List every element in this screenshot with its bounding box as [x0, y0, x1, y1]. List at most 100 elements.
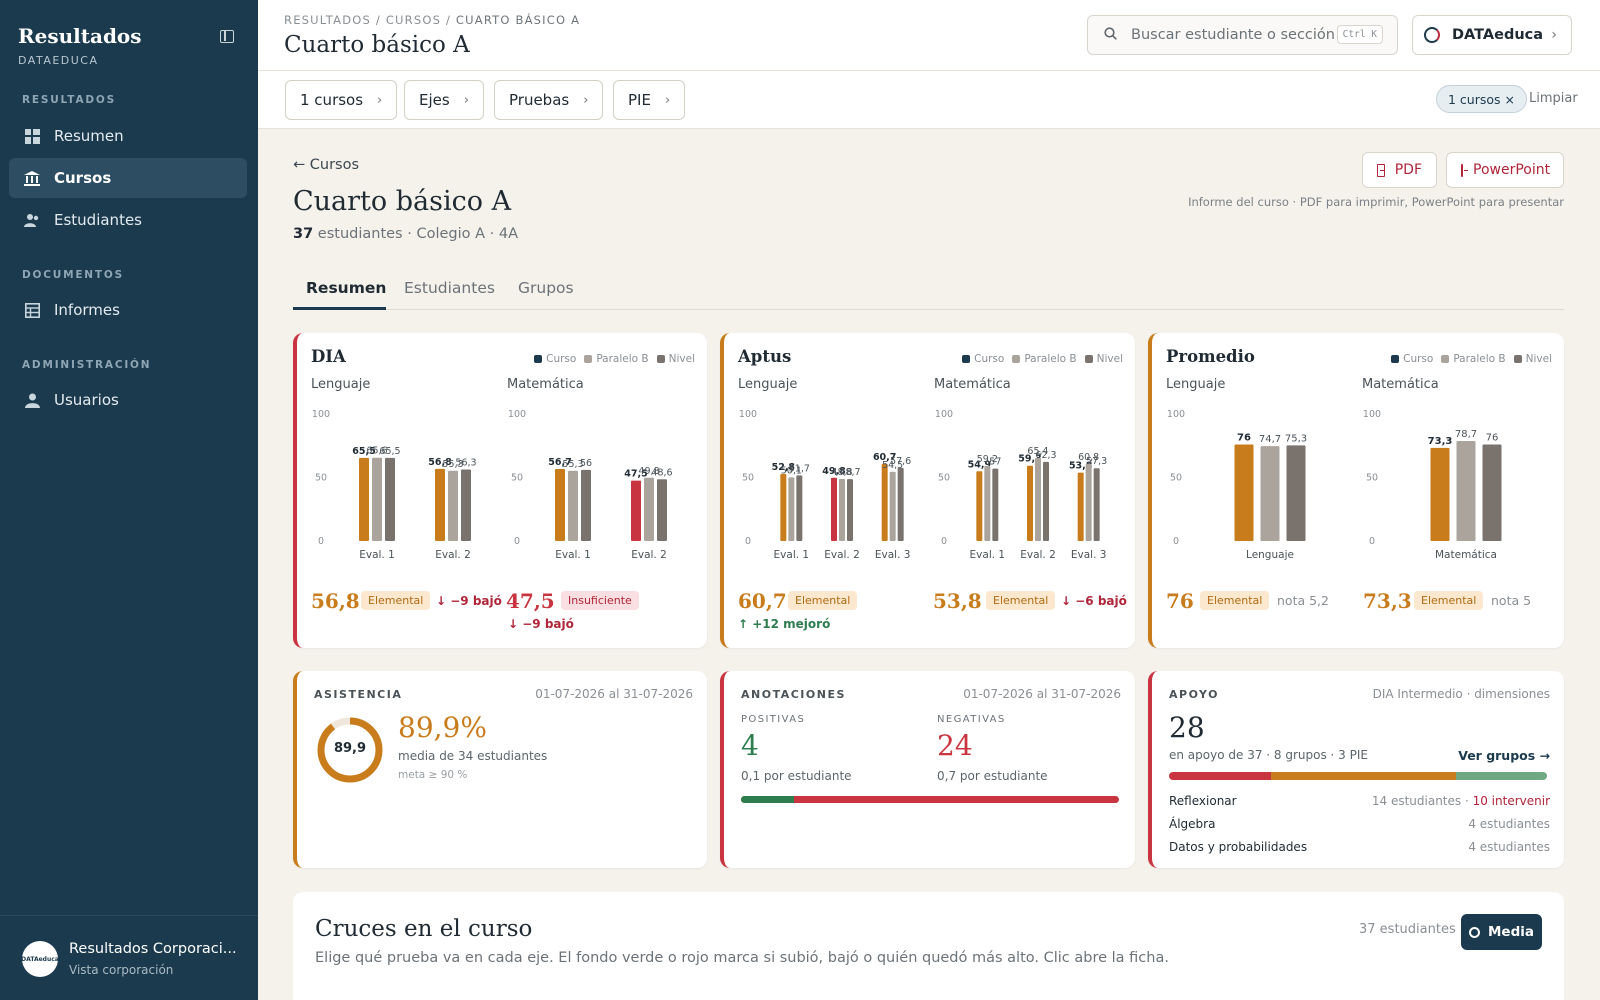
- bar: [359, 457, 369, 541]
- chart-subtitle: Matemática: [934, 377, 1011, 392]
- circle-icon: [1469, 926, 1480, 938]
- media-toggle-label: Media: [1488, 924, 1534, 940]
- clear-filters-link[interactable]: Limpiar: [1529, 91, 1578, 106]
- dimension-count: 4 estudiantes: [1468, 817, 1550, 831]
- filter-bar: 1 cursos › Ejes › Pruebas › PIE › 1 cursos ×…: [258, 71, 1600, 129]
- chart-subtitle: Lenguaje: [1166, 377, 1225, 392]
- asistencia-card[interactable]: ASISTENCIA 01-07-2026 al 31-07-2026 89,9…: [293, 671, 707, 868]
- bar: [796, 475, 803, 541]
- bar: [1077, 472, 1084, 541]
- search-input[interactable]: Buscar estudiante o sección Ctrl K: [1087, 15, 1398, 55]
- filter-ejes-button[interactable]: Ejes ›: [404, 80, 484, 120]
- back-link[interactable]: ← Cursos: [293, 157, 360, 173]
- score-value: 76: [1166, 589, 1194, 613]
- data-label: 48,8: [831, 467, 852, 478]
- topbar: RESULTADOS / CURSOS / CUARTO BÁSICO A Cu…: [258, 0, 1600, 71]
- data-label: 56,7: [548, 457, 571, 468]
- status-badge: Elemental: [986, 591, 1056, 610]
- y-tick-label: 0: [514, 536, 520, 547]
- shortcut-hint: Ctrl K: [1336, 25, 1383, 44]
- account-subtitle: Vista corporación: [69, 963, 174, 977]
- y-tick-label: 100: [508, 409, 526, 420]
- bar: [889, 471, 896, 541]
- bar: [568, 470, 578, 541]
- y-tick-label: 100: [1167, 409, 1185, 420]
- legend-item: Paralelo B: [1441, 353, 1506, 365]
- bar: [1482, 444, 1502, 541]
- data-label: 55,3: [442, 459, 463, 470]
- data-label: 73,3: [1428, 436, 1453, 447]
- tab-grupos[interactable]: Grupos: [518, 279, 574, 297]
- active-filter-chip[interactable]: 1 cursos ×: [1436, 85, 1527, 113]
- data-label: 53,8: [1069, 461, 1093, 472]
- sidebar-item-resumen[interactable]: Resumen: [9, 116, 247, 156]
- building-icon: [24, 170, 40, 186]
- promedio-card[interactable]: Promedio Curso Paralelo B Nivel Lenguaje…: [1148, 333, 1564, 648]
- sidebar-item-estudiantes[interactable]: Estudiantes: [9, 200, 247, 240]
- bar: [372, 457, 382, 541]
- anotaciones-card[interactable]: ANOTACIONES 01-07-2026 al 31-07-2026 POS…: [720, 671, 1135, 868]
- filter-pruebas-button[interactable]: Pruebas ›: [494, 80, 604, 120]
- filter-cursos-button[interactable]: 1 cursos ›: [285, 80, 398, 120]
- x-tick-label: Eval. 3: [1071, 549, 1107, 561]
- chevron-right-icon: ›: [583, 92, 589, 108]
- status-badge: Elemental: [1414, 591, 1484, 610]
- intervene-count: 10 intervenir: [1472, 794, 1550, 808]
- legend-item: Nivel: [656, 353, 695, 365]
- support-count: 28: [1169, 711, 1205, 744]
- support-meta: DIA Intermedio · dimensiones: [1372, 687, 1550, 701]
- data-label: 54,9: [968, 459, 991, 470]
- y-tick-label: 50: [511, 473, 523, 484]
- org-switcher[interactable]: DATAeduca ›: [1412, 15, 1572, 55]
- export-ppt-button[interactable]: PowerPoint: [1446, 152, 1564, 188]
- view-groups-link[interactable]: Ver grupos →: [1458, 748, 1550, 763]
- sidebar-item-cursos[interactable]: Cursos: [9, 158, 247, 198]
- card-caption: ASISTENCIA: [314, 688, 403, 701]
- brand-subtitle: DATAEDUCA: [18, 54, 99, 67]
- chart-subtitle: Matemática: [1362, 377, 1439, 392]
- sidebar-collapse-icon[interactable]: [220, 30, 234, 43]
- dia-card[interactable]: DIA Curso Paralelo B Nivel Lenguaje 0 50 10…: [293, 333, 707, 648]
- sidebar-item-label: Usuarios: [54, 391, 119, 409]
- bar: [788, 477, 795, 541]
- aptus-card[interactable]: Aptus Curso Paralelo B Nivel Lenguaje 0 50…: [720, 333, 1135, 648]
- sidebar-item-informes[interactable]: Informes: [9, 290, 247, 330]
- media-toggle-button[interactable]: Media: [1461, 914, 1542, 950]
- student-count: 37: [293, 226, 314, 242]
- bar: [461, 469, 471, 541]
- promedio-charts: Lenguaje 0 50 100 76 74,7 75,3 Lenguaje Matemáti…: [1166, 377, 1502, 561]
- x-tick-label: Eval. 1: [555, 549, 591, 561]
- attendance-value: 89,9%: [398, 711, 487, 744]
- score-value: 60,7: [738, 589, 787, 613]
- date-range: 01-07-2026 al 31-07-2026: [963, 687, 1121, 701]
- export-pdf-button[interactable]: PDF: [1362, 152, 1437, 188]
- status-badge: Insuficiente: [561, 591, 639, 610]
- breadcrumb-item[interactable]: RESULTADOS: [284, 13, 372, 27]
- breadcrumb: RESULTADOS / CURSOS / CUARTO BÁSICO A: [284, 13, 581, 27]
- bar: [1260, 446, 1280, 541]
- tab-estudiantes[interactable]: Estudiantes: [404, 279, 495, 297]
- y-tick-label: 0: [318, 536, 324, 547]
- apoyo-card[interactable]: APOYO DIA Intermedio · dimensiones 28 en…: [1148, 671, 1564, 868]
- negative-count: 24: [937, 729, 973, 762]
- support-distribution-bar: [1169, 772, 1547, 780]
- data-label: 76: [1486, 432, 1499, 443]
- trend-indicator: ↓ −6 bajó: [1061, 594, 1127, 608]
- page-title: Cuarto básico A: [284, 32, 470, 58]
- search-placeholder: Buscar estudiante o sección: [1131, 27, 1335, 43]
- dimension-count: 14 estudiantes · 10 intervenir: [1371, 794, 1550, 808]
- sidebar-footer[interactable]: DATAeduca Resultados Corporaci... Vista …: [0, 915, 258, 1000]
- support-bar-segment: [1456, 772, 1547, 780]
- attendance-goal: meta ≥ 90 %: [398, 769, 468, 781]
- sidebar-item-label: Estudiantes: [54, 211, 142, 229]
- filter-pie-button[interactable]: PIE ›: [613, 80, 686, 120]
- card-title: Promedio: [1166, 347, 1255, 366]
- table-icon: [24, 302, 40, 318]
- bar: [897, 467, 904, 541]
- breadcrumb-item[interactable]: CURSOS: [385, 13, 442, 27]
- sidebar-item-usuarios[interactable]: Usuarios: [9, 380, 247, 420]
- tab-resumen[interactable]: Resumen: [306, 279, 387, 297]
- positive-share-fill: [741, 796, 794, 803]
- data-label: 65,6: [366, 446, 387, 457]
